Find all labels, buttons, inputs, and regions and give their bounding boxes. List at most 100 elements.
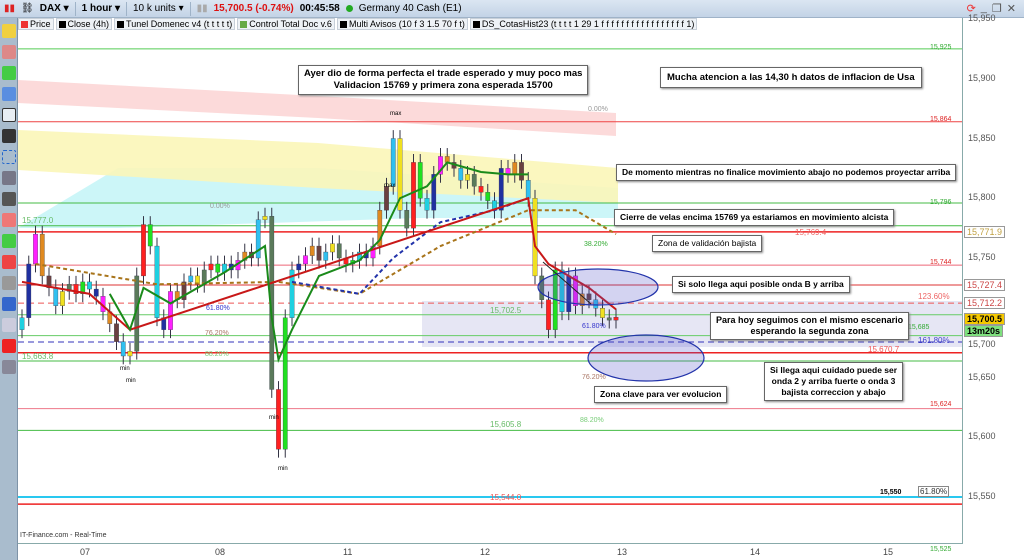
price-chart[interactable] bbox=[18, 18, 962, 543]
candle-body bbox=[73, 284, 79, 295]
note-inflation[interactable]: Mucha atencion a las 14,30 h datos de in… bbox=[660, 67, 922, 88]
more-icon[interactable] bbox=[2, 360, 16, 374]
arrow-up-icon[interactable] bbox=[2, 66, 16, 80]
note-yesterday[interactable]: Ayer dio de forma perfecta el trade espe… bbox=[298, 65, 589, 95]
candle-body bbox=[141, 224, 146, 277]
trend-arrow bbox=[542, 261, 592, 305]
rectangle-icon[interactable] bbox=[2, 150, 16, 164]
candle-body bbox=[559, 269, 565, 312]
date-tick: 08 bbox=[215, 547, 226, 557]
level-label: 15,525 bbox=[930, 546, 952, 553]
level-label: 15,605.8 bbox=[490, 420, 522, 429]
price-tick: 15,800 bbox=[968, 192, 996, 203]
fib-icon[interactable] bbox=[2, 87, 16, 101]
ruler-icon[interactable] bbox=[2, 45, 16, 59]
price-tag: 13m20s bbox=[964, 325, 1004, 338]
candle-body bbox=[33, 233, 38, 265]
fib-label: 76.20% bbox=[205, 330, 229, 337]
indicator-multi-avisos[interactable]: Multi Avisos (10 f 3 1.5 70 f t) bbox=[336, 18, 468, 30]
candle-body bbox=[66, 284, 72, 292]
level-label: 15,663.8 bbox=[22, 352, 54, 361]
instrument-name: Germany 40 Cash (E1) bbox=[358, 3, 462, 14]
fib-label: 0.00% bbox=[588, 106, 608, 113]
min-label: min bbox=[278, 466, 288, 472]
level-label: 15,670.7 bbox=[868, 345, 900, 354]
zone-ellipse-b bbox=[537, 268, 659, 306]
line-icon[interactable] bbox=[2, 192, 16, 206]
note-onda-b[interactable]: Si solo llega aqui posible onda B y arri… bbox=[672, 276, 850, 293]
price-tag: 15,771.9 bbox=[964, 225, 1006, 238]
price-axis[interactable]: 15,950 15,900 15,850 15,800 15,750 15,700 15,6… bbox=[962, 13, 1024, 544]
candle-body bbox=[424, 198, 430, 211]
indicator-control-total[interactable]: Control Total Doc v.6 bbox=[237, 18, 335, 30]
candle-body bbox=[147, 224, 153, 247]
sell-arrow-icon[interactable] bbox=[2, 339, 16, 353]
text-icon[interactable] bbox=[2, 108, 16, 122]
note-no-proyectar[interactable]: De momento mientras no finalice movimien… bbox=[616, 164, 957, 181]
candle-body bbox=[154, 245, 160, 318]
candle-body bbox=[127, 351, 133, 357]
indicator-cotashist[interactable]: DS_CotasHist23 (t t t t 1 29 1 f f f f f… bbox=[469, 18, 698, 30]
max-label: max bbox=[384, 183, 396, 189]
channel-icon[interactable] bbox=[2, 213, 16, 227]
note-zona-validacion[interactable]: Zona de validación bajista bbox=[652, 235, 763, 252]
min-label: min bbox=[126, 378, 136, 384]
refresh-icon[interactable]: ⟳ bbox=[966, 3, 976, 15]
level-label: 15,702.5 bbox=[490, 306, 522, 315]
bell-icon[interactable] bbox=[2, 24, 16, 38]
candle-body bbox=[262, 216, 268, 220]
candle-body bbox=[53, 287, 59, 306]
candle-body bbox=[613, 317, 619, 321]
delete-icon[interactable] bbox=[2, 276, 16, 290]
restore-button[interactable]: ❐ bbox=[991, 3, 1002, 15]
note-cierre-velas[interactable]: Cierre de velas encima 15769 ya estariam… bbox=[614, 209, 895, 226]
price-tag: 15,700.5 bbox=[964, 313, 1006, 326]
timeframe-select[interactable]: 1 hour ▾ bbox=[81, 3, 120, 14]
indicator-close-4h[interactable]: Close (4h) bbox=[55, 18, 113, 30]
level-label: 15,925 bbox=[930, 44, 952, 51]
candle-body bbox=[120, 341, 126, 357]
note-cuidado[interactable]: Si llega aqui cuidado puede ser onda 2 y… bbox=[764, 362, 904, 401]
units-select[interactable]: 10 k units ▾ bbox=[133, 3, 184, 14]
symbol-select[interactable]: DAX ▾ bbox=[39, 3, 69, 14]
price-tag: 15,727.4 bbox=[964, 279, 1006, 291]
move-icon[interactable] bbox=[2, 297, 16, 311]
pause-icon[interactable]: ▮▮ bbox=[196, 3, 208, 14]
candle-body bbox=[438, 156, 443, 175]
candles-icon[interactable]: ▮▮ bbox=[4, 3, 16, 14]
candle-body bbox=[303, 255, 308, 265]
minimize-button[interactable]: _ bbox=[980, 2, 987, 14]
status-dot-icon bbox=[345, 5, 353, 12]
note-para-hoy[interactable]: Para hoy seguimos con el mismo escenario… bbox=[710, 312, 910, 340]
price-tick: 15,700 bbox=[968, 339, 996, 349]
fib-label: 0.00% bbox=[210, 203, 230, 210]
link-icon[interactable]: ⛓ bbox=[21, 3, 34, 14]
candle-body bbox=[471, 174, 477, 187]
date-tick: 12 bbox=[480, 547, 491, 557]
candle-body bbox=[181, 281, 187, 300]
support-icon[interactable] bbox=[2, 234, 16, 248]
min-label: min bbox=[120, 366, 130, 372]
indicator-price[interactable]: Price bbox=[18, 18, 54, 30]
candle-body bbox=[397, 138, 403, 211]
segment-icon[interactable] bbox=[2, 171, 16, 185]
candle-body bbox=[276, 389, 281, 450]
red-trend-line bbox=[21, 196, 617, 331]
arrow-icon[interactable] bbox=[2, 129, 16, 143]
price-tick: 15,850 bbox=[968, 132, 996, 143]
indicator-tunel[interactable]: Tunel Domenec v4 (t t t t t) bbox=[114, 18, 236, 30]
candle-body bbox=[39, 233, 45, 277]
close-button[interactable]: ✕ bbox=[1006, 3, 1016, 15]
fib-label: 61.80% bbox=[206, 305, 230, 312]
date-tick: 07 bbox=[80, 547, 91, 557]
resistance-icon[interactable] bbox=[2, 255, 16, 269]
time-axis[interactable]: 07 08 11 12 13 14 15 bbox=[18, 543, 962, 560]
candle-body bbox=[512, 162, 518, 175]
copy-icon[interactable] bbox=[2, 318, 16, 332]
note-zona-clave[interactable]: Zona clave para ver evolucion bbox=[594, 386, 728, 403]
price-tick: 15,600 bbox=[968, 431, 996, 442]
level-label: 15,769.4 bbox=[795, 228, 827, 237]
candle-body bbox=[404, 210, 410, 229]
data-source: IT-Finance.com - Real-Time bbox=[20, 532, 107, 539]
candle-body bbox=[478, 186, 484, 193]
